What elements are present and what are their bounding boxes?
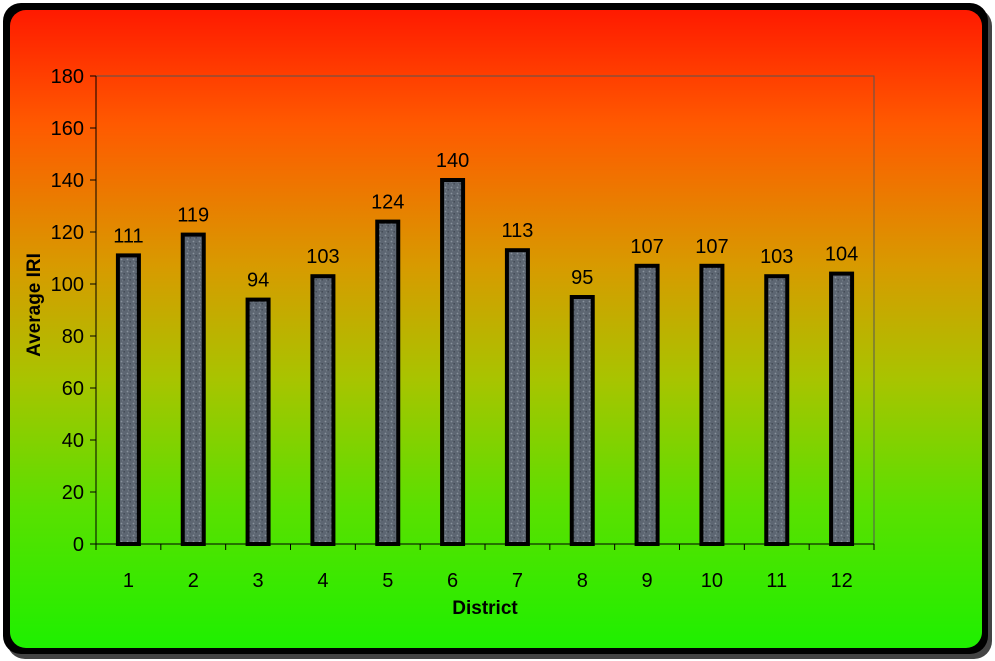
x-tick-label: 5 xyxy=(382,570,393,592)
bar xyxy=(764,274,790,546)
plot-border xyxy=(95,75,875,545)
data-label: 119 xyxy=(177,205,209,227)
y-tick-label: 140 xyxy=(51,170,84,192)
bars xyxy=(115,178,855,546)
data-label: 107 xyxy=(695,236,728,258)
x-tick-label: 1 xyxy=(123,570,134,592)
bar xyxy=(569,295,595,546)
x-tick-label: 3 xyxy=(253,570,264,592)
y-tick-label: 100 xyxy=(51,274,84,296)
bar xyxy=(504,248,530,546)
bar xyxy=(115,253,141,546)
y-tick-label: 0 xyxy=(73,534,84,556)
plot-area xyxy=(95,75,875,545)
x-tick-label: 12 xyxy=(830,570,852,592)
data-label: 103 xyxy=(306,246,339,268)
bar xyxy=(634,263,660,546)
bar xyxy=(375,219,401,546)
x-tick-label: 11 xyxy=(766,570,787,592)
data-label: 140 xyxy=(436,150,469,172)
bar xyxy=(245,297,271,546)
x-tick-label: 9 xyxy=(642,570,653,592)
x-tick-label: 2 xyxy=(188,570,199,592)
y-tick-label: 20 xyxy=(62,482,84,504)
data-label: 95 xyxy=(571,267,593,289)
x-axis-title: District xyxy=(452,598,518,619)
data-label: 104 xyxy=(825,244,858,266)
bar xyxy=(180,232,206,546)
x-tick-label: 4 xyxy=(317,570,328,592)
bar xyxy=(310,274,336,546)
y-tick-label: 120 xyxy=(51,222,84,244)
data-label: 111 xyxy=(113,225,143,247)
y-axis: 0 20 40 60 80 100 120 140 160 180 xyxy=(51,66,97,556)
x-tick-label: 10 xyxy=(701,570,723,592)
y-tick-label: 180 xyxy=(51,66,84,88)
data-labels: 111 119 94 103 124 140 113 95 107 107 103 104 xyxy=(113,150,858,292)
data-label: 124 xyxy=(371,192,404,214)
y-tick-label: 40 xyxy=(62,430,84,452)
y-tick-label: 160 xyxy=(51,118,84,140)
x-axis: 1 2 3 4 5 6 7 8 9 10 11 12 xyxy=(95,543,875,592)
x-tick-label: 7 xyxy=(512,570,523,592)
y-axis-title: Average IRI xyxy=(24,253,45,357)
y-tick-label: 60 xyxy=(62,378,84,400)
data-label: 113 xyxy=(501,220,533,242)
x-tick-label: 6 xyxy=(447,570,458,592)
chart-background xyxy=(10,10,982,648)
bar xyxy=(699,263,725,546)
data-label: 94 xyxy=(247,270,269,292)
bar xyxy=(440,178,466,546)
y-tick-label: 80 xyxy=(62,326,84,348)
bar xyxy=(829,271,855,546)
data-label: 103 xyxy=(760,246,793,268)
data-label: 107 xyxy=(630,236,663,258)
x-tick-label: 8 xyxy=(577,570,588,592)
